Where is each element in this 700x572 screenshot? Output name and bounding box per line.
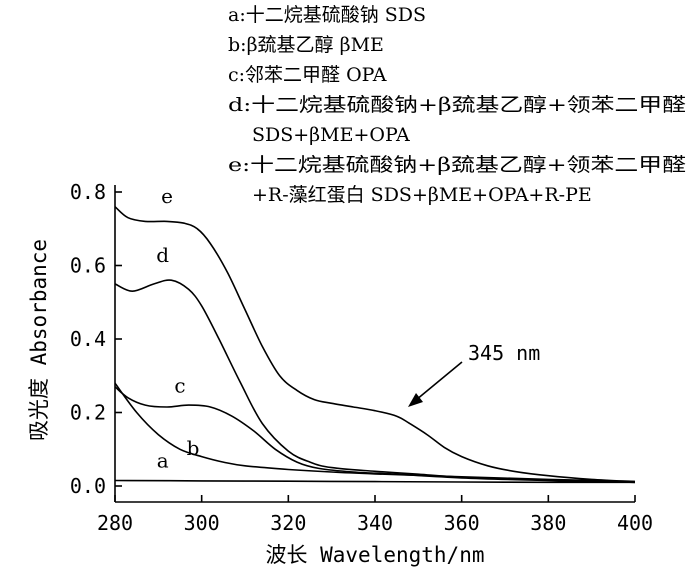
y-tick-label: 0.6 <box>70 254 106 278</box>
axes: 280 300 320 340 360 380 400 0.0 0.2 0.4 0.6 0.8 <box>70 180 653 535</box>
legend-line-d: d:十二烷基硫酸钠+β巯基乙醇+领苯二甲醛 <box>228 94 686 116</box>
annotation-text: 345 nm <box>468 341 540 365</box>
legend: a:十二烷基硫酸钠 SDS b:β巯基乙醇 βME c:邻苯二甲醛 OPA d:… <box>228 4 686 206</box>
x-ticks: 280 300 320 340 360 380 400 <box>97 495 653 535</box>
curve-labels: ab c d e <box>156 184 199 473</box>
curve-d <box>114 279 636 484</box>
y-axis-label: 吸光度 Absorbance <box>27 239 51 441</box>
annotation-345nm: 345 nm <box>408 341 540 407</box>
annotation-arrow <box>415 361 463 401</box>
curve-b <box>114 382 636 483</box>
curve-label-d: d <box>156 243 169 267</box>
legend-line-b: b:β巯基乙醇 βME <box>228 34 384 56</box>
x-tick-label: 360 <box>444 511 480 535</box>
curve-c <box>114 386 636 484</box>
x-tick-label: 400 <box>617 511 653 535</box>
legend-line-a: a:十二烷基硫酸钠 SDS <box>228 4 426 26</box>
legend-line-e: e:十二烷基硫酸钠+β巯基乙醇+领苯二甲醛 <box>228 154 686 176</box>
curves <box>114 206 636 484</box>
x-tick-label: 340 <box>357 511 393 535</box>
y-tick-label: 0.8 <box>70 180 106 204</box>
curve-label-a: a <box>157 449 169 473</box>
curve-e <box>114 206 636 483</box>
y-tick-label: 0.4 <box>70 327 106 351</box>
x-tick-label: 280 <box>97 511 133 535</box>
legend-line-c: c:邻苯二甲醛 OPA <box>228 64 387 86</box>
y-tick-label: 0.2 <box>70 401 106 425</box>
x-tick-label: 320 <box>270 511 306 535</box>
x-axis-label: 波长 Wavelength/nm <box>265 543 484 567</box>
legend-line-e-abbr: +R-藻红蛋白 SDS+βME+OPA+R-PE <box>252 184 592 206</box>
y-ticks: 0.0 0.2 0.4 0.6 0.8 <box>70 180 122 498</box>
curve-label-e: e <box>161 184 173 208</box>
annotation-arrow-head <box>408 393 423 407</box>
x-tick-label: 380 <box>530 511 566 535</box>
x-tick-label: 300 <box>184 511 220 535</box>
legend-line-d-abbr: SDS+βME+OPA <box>252 124 410 146</box>
curve-label-b: b <box>187 436 200 460</box>
curve-a <box>114 479 636 484</box>
y-tick-label: 0.0 <box>70 474 106 498</box>
curve-label-c: c <box>174 373 185 397</box>
